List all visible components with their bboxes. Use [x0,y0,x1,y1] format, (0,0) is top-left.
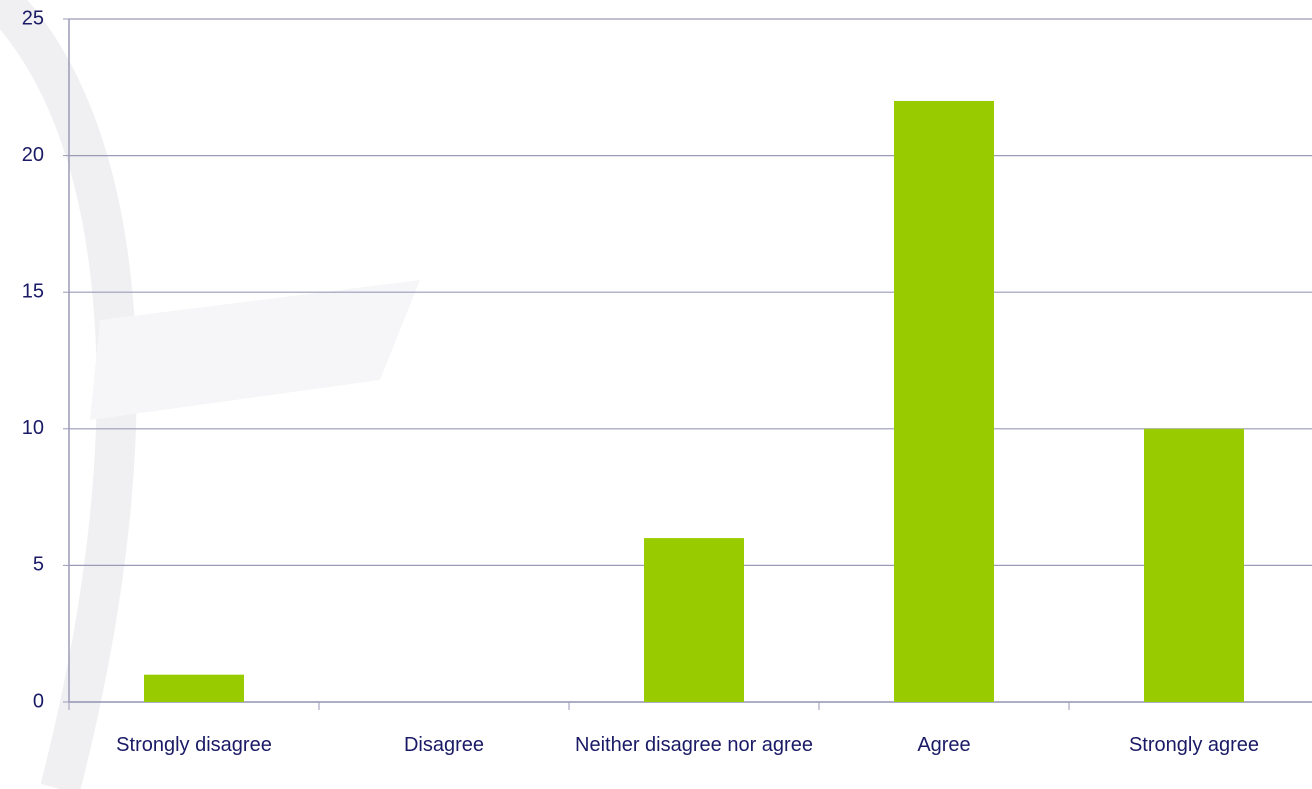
x-tick-label: Neither disagree nor agree [575,734,813,756]
x-tick-label: Disagree [403,734,485,756]
y-tick-label: 5 [33,554,44,576]
y-tick-label: 10 [22,417,44,439]
bar [644,538,744,702]
x-tick-label: Strongly disagree [116,734,272,756]
y-tick-label: 25 [22,7,44,29]
y-tick-label: 15 [22,280,44,302]
x-tick-label: Agree [917,734,971,756]
bar [1144,428,1244,702]
y-tick-label: 20 [22,144,44,166]
x-tick-label: Strongly agree [1128,734,1260,756]
bar [894,100,994,702]
background-decoration [0,0,137,789]
y-tick-label: 0 [33,690,44,712]
background-decoration [90,280,420,420]
bar [144,674,244,702]
